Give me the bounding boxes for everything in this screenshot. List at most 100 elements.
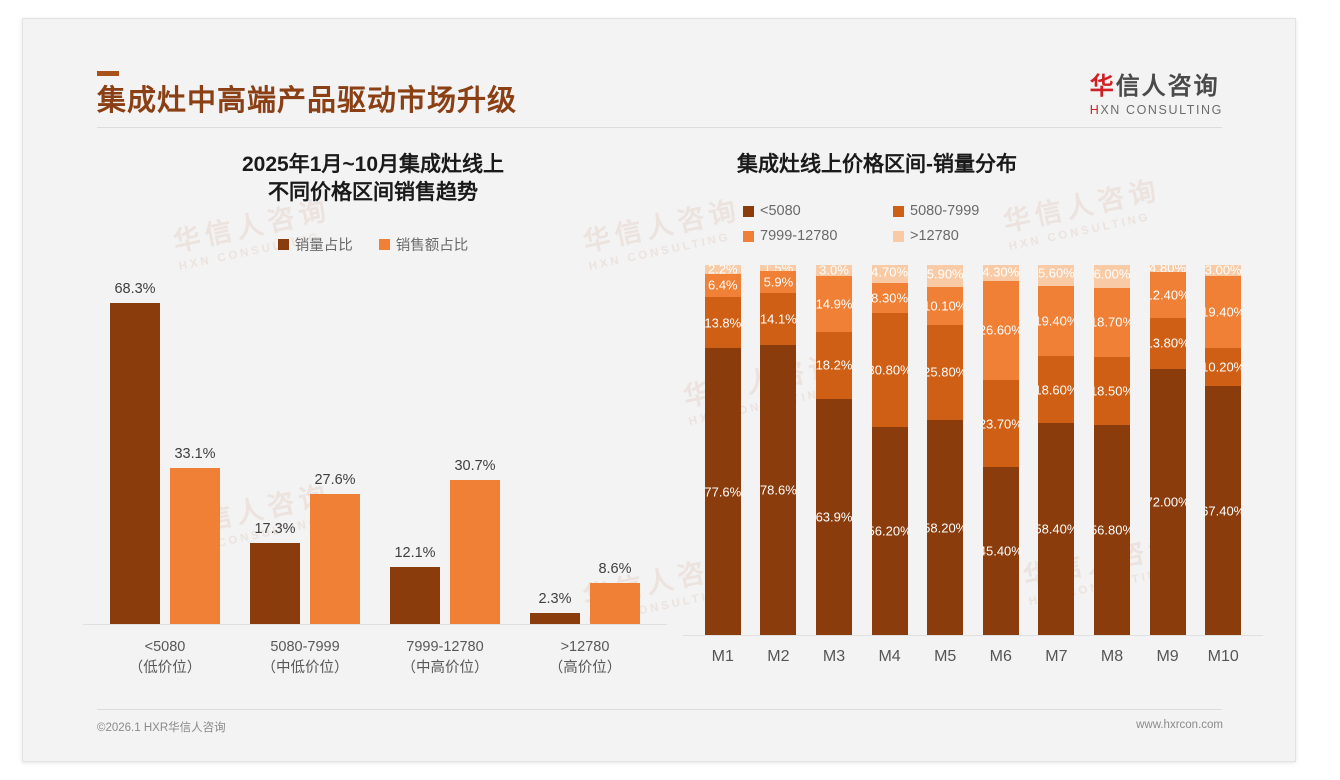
- stack-segment-7999-12780[interactable]: 14.9%: [816, 276, 852, 332]
- stack-segment-7999-12780[interactable]: 12.40%: [1149, 272, 1186, 318]
- bar-value-label: 33.1%: [174, 446, 216, 463]
- category-label-main: 7999-12780: [406, 638, 484, 655]
- legend-item-1[interactable]: 销量占比: [277, 234, 353, 255]
- stack-segment-7999-12780[interactable]: 26.60%: [982, 281, 1019, 380]
- right-chart-legend: <5080 5080-7999 7999-12780 >12780: [743, 203, 1263, 244]
- stacked-bar[interactable]: 58.20% 25.80% 10.10% 5.90%: [927, 265, 964, 636]
- month-label: M9: [1156, 648, 1179, 666]
- stack-segment-5080-7999[interactable]: 13.80%: [1149, 317, 1186, 369]
- stack-segment-5080-7999[interactable]: 13.8%: [704, 297, 741, 349]
- stacked-bar[interactable]: 67.40% 10.20% 19.40% 3.00%: [1205, 265, 1242, 636]
- bar-销量占比[interactable]: 68.3%: [110, 281, 160, 624]
- segment-value-label: 10.20%: [1205, 359, 1241, 375]
- segment-value-label: 6.4%: [707, 277, 738, 293]
- stack-segment->12780[interactable]: 4.30%: [982, 265, 1019, 282]
- stacked-legend-item-1[interactable]: <5080: [743, 203, 893, 219]
- month-label: M7: [1045, 648, 1068, 666]
- bar-销量占比[interactable]: 17.3%: [250, 521, 300, 624]
- stacked-bar[interactable]: 63.9% 18.2% 14.9% 3.0%: [816, 265, 852, 636]
- stack-segment-5080-7999[interactable]: 18.60%: [1038, 356, 1075, 424]
- stacked-bar[interactable]: 78.6% 14.1% 5.9% 1.5%: [760, 265, 797, 636]
- legend-label: <5080: [760, 203, 801, 220]
- left-chart-title-line2: 不同价格区间销售趋势: [268, 181, 478, 205]
- stack-segment-7999-12780[interactable]: 19.40%: [1038, 285, 1075, 357]
- month-label: M10: [1207, 648, 1239, 666]
- segment-value-label: 78.6%: [760, 482, 797, 498]
- bar-value-label: 30.7%: [454, 457, 496, 474]
- stack-segment-<5080[interactable]: 56.80%: [1094, 425, 1130, 636]
- bar-销售额占比[interactable]: 30.7%: [450, 458, 500, 624]
- legend-swatch-icon: [893, 205, 904, 217]
- stack-segment->12780[interactable]: 2.2%: [704, 265, 741, 274]
- stacked-bar[interactable]: 45.40% 23.70% 26.60% 4.30%: [982, 265, 1019, 636]
- bar-value-label: 12.1%: [394, 544, 436, 561]
- stack-segment-<5080[interactable]: 45.40%: [982, 467, 1019, 636]
- segment-value-label: 3.0%: [819, 265, 849, 277]
- logo-chinese: 华信人咨询: [1090, 73, 1223, 100]
- segment-value-label: 8.30%: [871, 290, 908, 306]
- stacked-legend-item-2[interactable]: 5080-7999: [893, 203, 1053, 219]
- stack-segment->12780[interactable]: 4.70%: [871, 265, 908, 283]
- legend-item-2[interactable]: 销售额占比: [378, 234, 468, 255]
- stack-segment-7999-12780[interactable]: 6.4%: [704, 273, 741, 298]
- segment-value-label: 56.20%: [872, 523, 908, 539]
- stack-segment-5080-7999[interactable]: 18.50%: [1094, 356, 1130, 426]
- stack-segment-<5080[interactable]: 58.20%: [927, 420, 964, 636]
- stack-segment->12780[interactable]: 6.00%: [1094, 265, 1130, 288]
- segment-value-label: 19.40%: [1205, 304, 1241, 320]
- stack-segment-5080-7999[interactable]: 10.20%: [1205, 348, 1242, 386]
- segment-value-label: 19.40%: [1038, 313, 1074, 329]
- stack-segment->12780[interactable]: 1.5%: [760, 265, 797, 271]
- stack-segment-5080-7999[interactable]: 18.2%: [816, 331, 852, 399]
- stack-segment->12780[interactable]: 3.00%: [1205, 265, 1242, 277]
- header-divider: [97, 127, 1222, 128]
- segment-value-label: 23.70%: [983, 416, 1019, 432]
- stack-segment-7999-12780[interactable]: 10.10%: [927, 287, 964, 325]
- segment-value-label: 4.30%: [982, 265, 1019, 280]
- stack-segment-5080-7999[interactable]: 23.70%: [982, 379, 1019, 468]
- stacked-bar[interactable]: 72.00% 13.80% 12.40% 4.80%: [1149, 265, 1186, 636]
- slide: 华信人咨询 HXN CONSULTING 华信人咨询 HXN CONSULTING …: [22, 18, 1296, 762]
- bar-销售额占比[interactable]: 33.1%: [170, 446, 220, 624]
- stack-segment->12780[interactable]: 4.80%: [1149, 265, 1186, 273]
- category-label-sub: （中低价位）: [261, 660, 349, 677]
- bar-销量占比[interactable]: 12.1%: [390, 545, 440, 624]
- stack-segment-5080-7999[interactable]: 25.80%: [927, 324, 964, 421]
- logo-english-accent: H: [1089, 103, 1101, 118]
- stacked-bar[interactable]: 58.40% 18.60% 19.40% 5.60%: [1038, 265, 1075, 636]
- month-label: M3: [822, 648, 846, 666]
- left-chart-axis: [83, 623, 667, 625]
- stack-segment-7999-12780[interactable]: 19.40%: [1205, 276, 1242, 349]
- left-chart-plot: 68.3% 33.1% 17.3% 27.6% 12.1% 30.7% 2.3% 8.6%: [73, 273, 673, 625]
- stacked-legend-item-4[interactable]: >12780: [893, 228, 1053, 244]
- stacked-bar[interactable]: 77.6% 13.8% 6.4% 2.2%: [704, 265, 741, 636]
- stack-segment-5080-7999[interactable]: 14.1%: [760, 292, 797, 345]
- stack-segment-<5080[interactable]: 58.40%: [1038, 423, 1075, 636]
- stack-segment-<5080[interactable]: 72.00%: [1149, 368, 1186, 636]
- month-label: M4: [878, 648, 901, 666]
- stack-segment-7999-12780[interactable]: 5.9%: [760, 270, 797, 293]
- stack-segment-<5080[interactable]: 56.20%: [871, 427, 908, 636]
- stack-segment-5080-7999[interactable]: 30.80%: [871, 313, 908, 428]
- stack-segment->12780[interactable]: 3.0%: [816, 265, 852, 277]
- footer-website: www.hxrcon.com: [1136, 719, 1223, 731]
- stacked-bar[interactable]: 56.20% 30.80% 8.30% 4.70%: [871, 265, 908, 636]
- legend-label: 销量占比: [294, 237, 353, 254]
- bar-销售额占比[interactable]: 8.6%: [590, 561, 640, 624]
- stacked-legend-item-3[interactable]: 7999-12780: [743, 228, 893, 244]
- legend-swatch-icon: [378, 238, 390, 250]
- stack-segment-<5080[interactable]: 67.40%: [1205, 385, 1242, 636]
- stack-segment->12780[interactable]: 5.60%: [1038, 265, 1075, 286]
- stack-segment->12780[interactable]: 5.90%: [927, 265, 964, 288]
- category-label: 7999-12780 （中高价位）: [402, 637, 489, 681]
- stack-segment-<5080[interactable]: 77.6%: [704, 348, 741, 636]
- segment-value-label: 5.9%: [763, 274, 794, 290]
- stack-segment-<5080[interactable]: 78.6%: [760, 344, 797, 636]
- segment-value-label: 63.9%: [816, 509, 852, 525]
- stack-segment-7999-12780[interactable]: 8.30%: [871, 282, 908, 314]
- bar-销量占比[interactable]: 2.3%: [530, 591, 580, 624]
- stack-segment-7999-12780[interactable]: 18.70%: [1094, 287, 1130, 357]
- bar-销售额占比[interactable]: 27.6%: [310, 472, 360, 624]
- stack-segment-<5080[interactable]: 63.9%: [816, 398, 852, 636]
- stacked-bar[interactable]: 56.80% 18.50% 18.70% 6.00%: [1094, 265, 1130, 636]
